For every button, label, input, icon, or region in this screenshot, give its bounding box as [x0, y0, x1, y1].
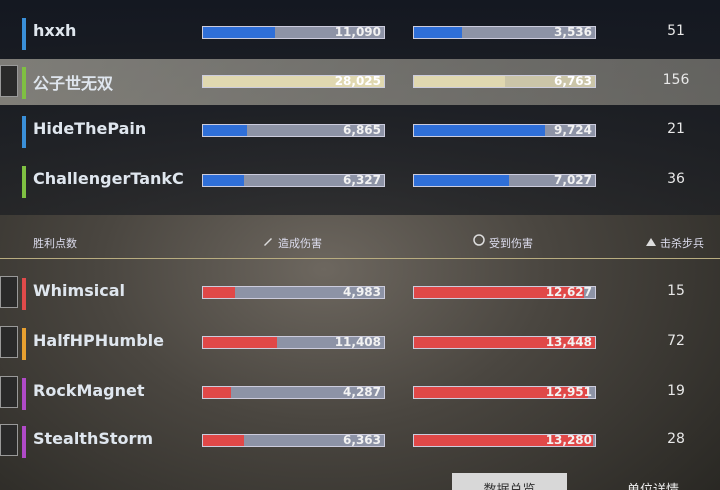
- player-name: StealthStorm: [33, 429, 154, 448]
- shield-icon: [473, 234, 485, 246]
- player-name: HalfHPHumble: [33, 331, 164, 350]
- player-row: hxxh 11,090 3,536 51: [0, 10, 720, 56]
- damage-bar: 12,951: [413, 385, 596, 399]
- damage-bar: 7,027: [413, 173, 596, 187]
- player-name: HideThePain: [33, 119, 147, 138]
- player-row: StealthStorm 6,363 13,280 28: [0, 418, 720, 464]
- team-accent: [22, 328, 26, 360]
- damage-value: 3,536: [554, 25, 592, 39]
- team-accent: [22, 426, 26, 458]
- unit-icon: [0, 326, 18, 358]
- damage-bar: 9,724: [413, 123, 596, 137]
- damage-bar: 11,408: [202, 335, 385, 349]
- damage-value: 4,287: [343, 385, 381, 399]
- player-row: RockMagnet 4,287 12,951 19: [0, 370, 720, 416]
- header-victory-points: 胜利点数: [33, 237, 77, 250]
- bar-fill: [414, 175, 509, 186]
- bar-fill: [414, 287, 584, 298]
- unit-icon: [0, 65, 18, 97]
- bar-fill: [414, 435, 593, 446]
- kill-count: 28: [667, 431, 685, 447]
- damage-bar: 4,983: [202, 285, 385, 299]
- bar-fill: [203, 387, 231, 398]
- kill-count: 156: [662, 72, 690, 88]
- unit-icon: [0, 276, 18, 308]
- damage-value: 28,025: [334, 74, 381, 88]
- team-accent: [22, 67, 26, 99]
- damage-bar: 11,090: [202, 25, 385, 39]
- header-damage-dealt: 造成伤害: [278, 237, 322, 250]
- kill-count: 51: [667, 23, 685, 39]
- bar-fill: [203, 76, 384, 87]
- bar-fill: [203, 175, 244, 186]
- bar-fill: [203, 337, 277, 348]
- damage-value: 9,724: [554, 123, 592, 137]
- damage-value: 4,983: [343, 285, 381, 299]
- damage-bar: 3,536: [413, 25, 596, 39]
- unit-icon: [0, 424, 18, 456]
- team-accent: [22, 378, 26, 410]
- player-name: hxxh: [33, 21, 77, 40]
- bar-fill: [203, 435, 245, 446]
- damage-value: 6,327: [343, 173, 381, 187]
- kill-count: 15: [667, 283, 685, 299]
- header-infantry-kills: 击杀步兵: [660, 237, 704, 250]
- bar-fill: [414, 125, 545, 136]
- kill-count: 36: [667, 171, 685, 187]
- damage-bar: 6,327: [202, 173, 385, 187]
- damage-value: 11,090: [334, 25, 381, 39]
- header-damage-taken: 受到伤害: [489, 237, 533, 250]
- damage-bar: 6,865: [202, 123, 385, 137]
- divider: [0, 258, 720, 259]
- kill-count: 21: [667, 121, 685, 137]
- player-name: Whimsical: [33, 281, 125, 300]
- damage-value: 7,027: [554, 173, 592, 187]
- damage-value: 6,865: [343, 123, 381, 137]
- pencil-icon: [264, 238, 272, 246]
- bar-fill: [414, 337, 595, 348]
- damage-value: 12,951: [545, 385, 592, 399]
- player-name: ChallengerTankC: [33, 169, 184, 188]
- team-accent: [22, 278, 26, 310]
- kill-count: 72: [667, 333, 685, 349]
- damage-value: 6,363: [343, 433, 381, 447]
- damage-value: 11,408: [334, 335, 381, 349]
- damage-value: 6,763: [554, 74, 592, 88]
- damage-bar: 28,025: [202, 74, 385, 88]
- player-row: ChallengerTankC 6,327 7,027 36: [0, 158, 720, 204]
- bar-fill: [414, 387, 589, 398]
- damage-value: 13,280: [545, 433, 592, 447]
- bar-fill: [414, 76, 506, 87]
- overview-button[interactable]: 数据总览: [452, 473, 567, 490]
- damage-bar: 13,280: [413, 433, 596, 447]
- unit-details-button[interactable]: 单位详情: [627, 473, 679, 490]
- team-accent: [22, 166, 26, 198]
- player-row: 公子世无双 28,025 6,763 156: [0, 59, 720, 105]
- damage-bar: 13,448: [413, 335, 596, 349]
- player-row: HideThePain 6,865 9,724 21: [0, 108, 720, 154]
- damage-value: 12,627: [545, 285, 592, 299]
- bar-fill: [203, 27, 275, 38]
- bar-fill: [414, 27, 462, 38]
- player-name: RockMagnet: [33, 381, 145, 400]
- player-name: 公子世无双: [33, 74, 114, 93]
- kill-count: 19: [667, 383, 685, 399]
- damage-bar: 12,627: [413, 285, 596, 299]
- player-row: Whimsical 4,983 12,627 15: [0, 270, 720, 316]
- team-accent: [22, 116, 26, 148]
- unit-icon: [0, 376, 18, 408]
- team-accent: [22, 18, 26, 50]
- damage-value: 13,448: [545, 335, 592, 349]
- bar-fill: [203, 287, 236, 298]
- damage-bar: 6,763: [413, 74, 596, 88]
- damage-bar: 6,363: [202, 433, 385, 447]
- bar-fill: [203, 125, 248, 136]
- infantry-icon: [646, 238, 656, 246]
- player-row: HalfHPHumble 11,408 13,448 72: [0, 320, 720, 366]
- damage-bar: 4,287: [202, 385, 385, 399]
